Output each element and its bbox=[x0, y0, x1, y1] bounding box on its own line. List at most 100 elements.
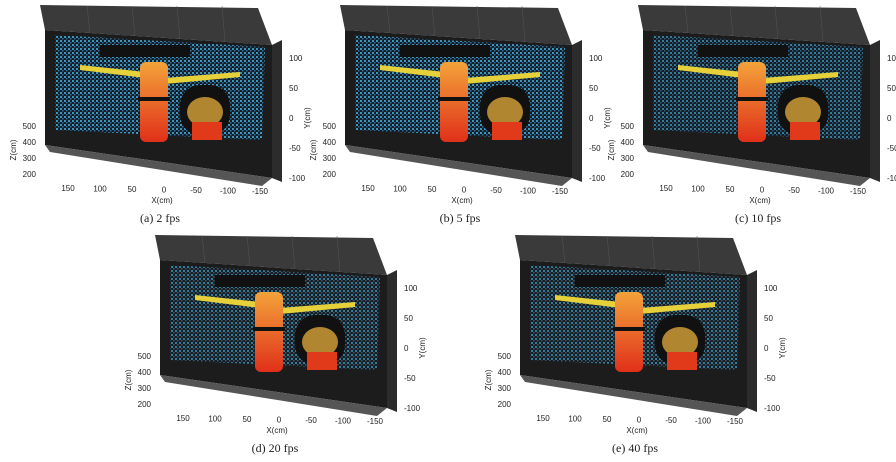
y-tick-label: -100 bbox=[589, 174, 606, 183]
z-tick-label: 200 bbox=[621, 170, 635, 179]
ball-base bbox=[667, 352, 697, 370]
ball-base bbox=[790, 122, 820, 140]
z-tick-label: 400 bbox=[23, 138, 37, 147]
z-tick-label: 400 bbox=[138, 368, 152, 377]
caption: (e) 40 fps bbox=[612, 441, 658, 455]
x-tick-label: 150 bbox=[361, 184, 375, 193]
x-tick-label: 0 bbox=[462, 186, 467, 195]
z-axis-label: Z(cm) bbox=[124, 369, 133, 390]
y-tick-label: 100 bbox=[887, 54, 896, 63]
x-tick-label: 150 bbox=[659, 184, 673, 193]
caption: (c) 10 fps bbox=[735, 211, 781, 225]
x-tick-label: -100 bbox=[335, 417, 352, 426]
x-tick-label: 0 bbox=[277, 416, 282, 425]
y-tick-label: 0 bbox=[887, 114, 892, 123]
x-tick-label: 100 bbox=[568, 415, 582, 424]
x-tick-label: -50 bbox=[490, 186, 502, 195]
x-tick-label: 0 bbox=[637, 416, 642, 425]
x-tick-label: 50 bbox=[603, 415, 612, 424]
z-tick-label: 200 bbox=[323, 170, 337, 179]
z-tick-label: 500 bbox=[23, 122, 37, 131]
x-axis-label: X(cm) bbox=[151, 196, 173, 205]
x-tick-label: -150 bbox=[727, 417, 744, 426]
x-tick-label: 50 bbox=[726, 185, 735, 194]
y-tick-label: 50 bbox=[887, 84, 896, 93]
y-tick-label: -50 bbox=[764, 374, 776, 383]
z-tick-label: 200 bbox=[498, 400, 512, 409]
z-tick-label: 300 bbox=[621, 154, 635, 163]
x-tick-label: -50 bbox=[788, 186, 800, 195]
person bbox=[255, 292, 283, 372]
x-tick-label: 150 bbox=[176, 414, 190, 423]
x-tick-label: 100 bbox=[691, 185, 705, 194]
x-tick-label: 50 bbox=[128, 185, 137, 194]
x-tick-label: -100 bbox=[520, 187, 537, 196]
z-axis-label: Z(cm) bbox=[309, 139, 318, 160]
z-tick-label: 300 bbox=[323, 154, 337, 163]
y-tick-label: 100 bbox=[404, 284, 418, 293]
z-tick-label: 200 bbox=[138, 400, 152, 409]
y-tick-label: -50 bbox=[887, 144, 896, 153]
x-axis-label: X(cm) bbox=[451, 196, 473, 205]
x-axis-label: X(cm) bbox=[626, 426, 648, 435]
box-right bbox=[387, 270, 397, 412]
y-tick-label: -100 bbox=[764, 404, 781, 413]
caption: (d) 20 fps bbox=[252, 441, 299, 455]
y-tick-label: 0 bbox=[404, 344, 409, 353]
y-tick-label: 0 bbox=[289, 114, 294, 123]
x-tick-label: 0 bbox=[162, 186, 167, 195]
z-tick-label: 200 bbox=[23, 170, 37, 179]
person bbox=[140, 62, 168, 142]
y-tick-label: -100 bbox=[887, 174, 896, 183]
z-tick-label: 500 bbox=[138, 352, 152, 361]
y-tick-label: -50 bbox=[289, 144, 301, 153]
belt bbox=[138, 97, 170, 101]
z-tick-label: 300 bbox=[138, 384, 152, 393]
ball-base bbox=[192, 122, 222, 140]
x-tick-label: -100 bbox=[818, 187, 835, 196]
z-tick-label: 500 bbox=[498, 352, 512, 361]
x-tick-label: -100 bbox=[220, 187, 237, 196]
x-tick-label: 150 bbox=[61, 184, 75, 193]
z-axis-label: Z(cm) bbox=[607, 139, 616, 160]
y-tick-label: 50 bbox=[289, 84, 298, 93]
y-axis-label: Y(cm) bbox=[778, 337, 787, 359]
y-tick-label: 50 bbox=[589, 84, 598, 93]
box-right bbox=[572, 40, 582, 182]
x-tick-label: 100 bbox=[208, 415, 222, 424]
box-right bbox=[272, 40, 282, 182]
y-axis-label: Y(cm) bbox=[303, 107, 312, 129]
x-tick-label: -50 bbox=[305, 416, 317, 425]
y-tick-label: 100 bbox=[589, 54, 603, 63]
x-tick-label: -100 bbox=[695, 417, 712, 426]
box-right bbox=[747, 270, 757, 412]
x-tick-label: 50 bbox=[243, 415, 252, 424]
shadow bbox=[575, 275, 665, 287]
z-axis-label: Z(cm) bbox=[9, 139, 18, 160]
x-tick-label: -150 bbox=[552, 187, 569, 196]
belt bbox=[613, 327, 645, 331]
y-tick-label: -50 bbox=[404, 374, 416, 383]
caption: (b) 5 fps bbox=[440, 211, 481, 225]
x-axis-label: X(cm) bbox=[749, 196, 771, 205]
z-tick-label: 300 bbox=[23, 154, 37, 163]
person bbox=[440, 62, 468, 142]
x-tick-label: -50 bbox=[665, 416, 677, 425]
z-tick-label: 400 bbox=[323, 138, 337, 147]
y-tick-label: 0 bbox=[764, 344, 769, 353]
person bbox=[615, 292, 643, 372]
x-tick-label: 0 bbox=[760, 186, 765, 195]
y-tick-label: 50 bbox=[404, 314, 413, 323]
x-tick-label: 100 bbox=[93, 185, 107, 194]
x-tick-label: 150 bbox=[536, 414, 550, 423]
shadow bbox=[698, 45, 788, 57]
z-tick-label: 500 bbox=[621, 122, 635, 131]
y-tick-label: 100 bbox=[289, 54, 303, 63]
z-axis-label: Z(cm) bbox=[484, 369, 493, 390]
x-tick-label: 100 bbox=[393, 185, 407, 194]
y-tick-label: 100 bbox=[764, 284, 778, 293]
person bbox=[738, 62, 766, 142]
